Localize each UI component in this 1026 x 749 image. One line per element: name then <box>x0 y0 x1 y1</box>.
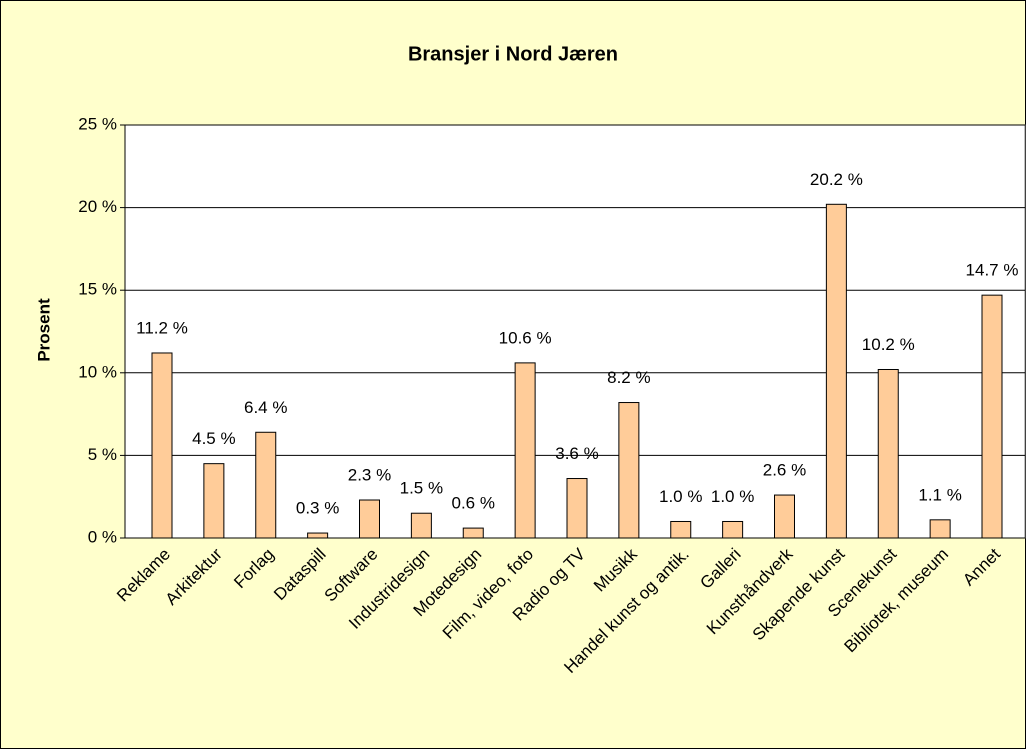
value-label: 20.2 % <box>810 170 863 189</box>
y-axis-label: Prosent <box>34 298 53 362</box>
bar <box>929 519 951 539</box>
value-label: 3.6 % <box>555 444 598 463</box>
value-label: 1.0 % <box>711 487 754 506</box>
bar <box>462 527 484 539</box>
bar <box>825 203 847 539</box>
y-tick-label: 15 % <box>78 280 117 299</box>
value-label: 1.5 % <box>400 479 443 498</box>
value-label: 2.6 % <box>763 461 806 480</box>
bar <box>359 499 380 539</box>
value-label: 2.3 % <box>348 465 391 484</box>
chart-title: Bransjer i Nord Jæren <box>408 43 618 65</box>
bar <box>774 494 795 539</box>
bar <box>618 402 640 539</box>
value-label: 1.1 % <box>918 485 961 504</box>
value-label: 11.2 % <box>136 318 188 337</box>
bar <box>981 294 1003 539</box>
bar <box>514 362 536 539</box>
y-tick-label: 25 % <box>78 114 117 133</box>
value-label: 10.2 % <box>862 335 915 354</box>
bar <box>877 368 899 539</box>
y-tick-label: 20 % <box>78 197 117 216</box>
value-label: 1.0 % <box>659 487 702 506</box>
value-label: 0.6 % <box>452 494 495 513</box>
bar <box>151 352 173 539</box>
y-tick-label: 0 % <box>88 527 117 546</box>
y-tick-label: 5 % <box>88 445 117 464</box>
value-label: 8.2 % <box>607 368 650 387</box>
bar <box>566 478 588 539</box>
bar <box>255 431 277 539</box>
value-label: 6.4 % <box>244 398 287 417</box>
bar <box>410 512 432 539</box>
y-tick-label: 10 % <box>78 362 117 381</box>
bar <box>307 532 329 539</box>
value-label: 4.5 % <box>192 429 235 448</box>
value-label: 10.6 % <box>499 328 552 347</box>
bar <box>670 520 692 539</box>
value-label: 14.7 % <box>966 261 1019 280</box>
value-label: 0.3 % <box>296 499 339 518</box>
bar <box>722 520 744 539</box>
bar <box>203 463 225 539</box>
